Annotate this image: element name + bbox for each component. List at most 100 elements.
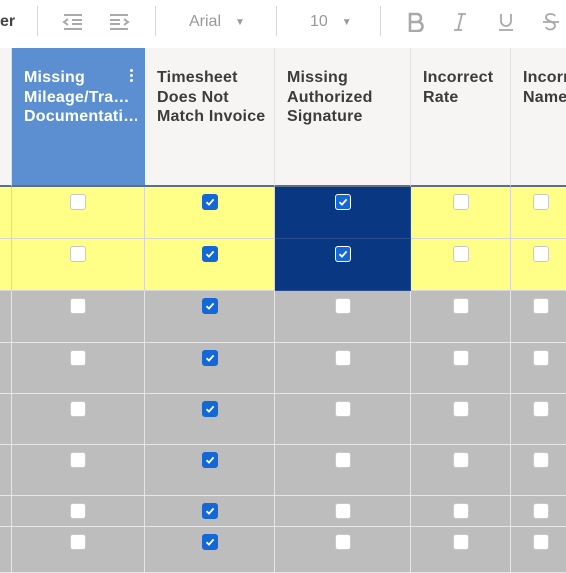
outdent-icon (62, 13, 84, 31)
checkbox[interactable] (532, 503, 549, 519)
grid-cell[interactable] (12, 496, 145, 527)
checkbox[interactable] (70, 246, 86, 262)
checkbox-checked[interactable] (201, 350, 218, 366)
checkbox[interactable] (334, 452, 351, 468)
grid-cell[interactable] (511, 187, 566, 239)
grid-cell[interactable] (511, 445, 566, 496)
strikethrough-button[interactable] (541, 0, 561, 44)
grid-cell[interactable] (275, 187, 411, 239)
outdent-button[interactable] (62, 0, 84, 44)
checkbox[interactable] (70, 401, 86, 417)
checkbox[interactable] (334, 298, 351, 314)
grid-cell[interactable] (145, 291, 275, 343)
checkbox[interactable] (532, 246, 549, 262)
font-family-select[interactable]: Arial ▼ (189, 0, 245, 44)
grid-cell[interactable] (411, 343, 511, 394)
italic-button[interactable] (452, 0, 468, 44)
checkbox[interactable] (70, 350, 86, 366)
grid-cell[interactable] (511, 291, 566, 343)
checkbox[interactable] (70, 298, 86, 314)
checkbox[interactable] (334, 401, 351, 417)
toolbar-divider (380, 6, 381, 36)
chevron-down-icon: ▼ (341, 16, 352, 28)
grid-cell[interactable] (12, 445, 145, 496)
checkbox[interactable] (532, 298, 549, 314)
grid-cell[interactable] (411, 187, 511, 239)
checkbox[interactable] (334, 350, 351, 366)
column-header[interactable]: Incorrect Rate (411, 48, 511, 187)
chevron-down-icon: ▼ (235, 16, 245, 28)
checkbox-checked[interactable] (201, 534, 218, 550)
grid-cell[interactable] (511, 239, 566, 291)
grid-cell[interactable] (411, 496, 511, 527)
checkbox[interactable] (334, 503, 351, 519)
grid-cell[interactable] (411, 291, 511, 343)
grid-cell[interactable] (145, 187, 275, 239)
toolbar-partial-control[interactable]: er (0, 0, 15, 44)
checkbox-checked[interactable] (334, 194, 351, 210)
column-header[interactable]: Missing Authorized Signature (275, 48, 411, 187)
checkbox[interactable] (334, 534, 351, 550)
grid-cell[interactable] (145, 527, 275, 573)
grid-cell[interactable] (145, 343, 275, 394)
checkbox-checked[interactable] (201, 503, 218, 519)
checkbox-checked[interactable] (201, 246, 218, 262)
checkbox-checked[interactable] (201, 194, 218, 210)
grid-cell[interactable] (275, 239, 411, 291)
font-size-select[interactable]: 10 ▼ (310, 0, 352, 44)
checkbox[interactable] (452, 246, 469, 262)
checkbox-checked[interactable] (334, 246, 351, 262)
grid-cell[interactable] (411, 239, 511, 291)
checkbox[interactable] (532, 350, 549, 366)
checkbox[interactable] (532, 452, 549, 468)
checkbox[interactable] (452, 452, 469, 468)
checkbox-checked[interactable] (201, 401, 218, 417)
grid-cell[interactable] (145, 239, 275, 291)
grid-cell[interactable] (12, 291, 145, 343)
grid-cell[interactable] (145, 394, 275, 445)
grid-cell[interactable] (275, 527, 411, 573)
font-size-value: 10 (310, 13, 328, 30)
underline-button[interactable] (497, 0, 515, 44)
column-header[interactable]: Timesheet Does Not Match Invoice (145, 48, 275, 187)
grid-cell[interactable] (411, 445, 511, 496)
checkbox[interactable] (70, 452, 86, 468)
grid-cell[interactable] (12, 527, 145, 573)
grid-cell[interactable] (411, 394, 511, 445)
grid-cell[interactable] (12, 187, 145, 239)
column-header[interactable]: Incorr Name (511, 48, 566, 187)
grid-cell[interactable] (411, 527, 511, 573)
grid-cell[interactable] (12, 343, 145, 394)
checkbox[interactable] (452, 401, 469, 417)
grid-cell[interactable] (145, 445, 275, 496)
checkbox-checked[interactable] (201, 298, 218, 314)
column-menu-icon[interactable] (130, 69, 134, 84)
grid-cell[interactable] (511, 394, 566, 445)
checkbox[interactable] (452, 534, 469, 550)
checkbox[interactable] (452, 350, 469, 366)
checkbox[interactable] (452, 503, 469, 519)
grid-cell[interactable] (275, 343, 411, 394)
grid-cell[interactable] (511, 527, 566, 573)
grid-cell[interactable] (275, 291, 411, 343)
checkbox[interactable] (452, 298, 469, 314)
grid-cell[interactable] (511, 343, 566, 394)
column-header[interactable]: Missing Mileage/Tra… Documentati… (12, 48, 145, 187)
checkbox[interactable] (452, 194, 469, 210)
checkbox[interactable] (532, 194, 549, 210)
checkbox[interactable] (70, 194, 86, 210)
checkbox[interactable] (532, 401, 549, 417)
bold-button[interactable] (407, 0, 425, 44)
checkbox[interactable] (70, 503, 86, 519)
grid-cell[interactable] (12, 239, 145, 291)
grid-cell[interactable] (12, 394, 145, 445)
checkbox-checked[interactable] (201, 452, 218, 468)
grid-cell[interactable] (275, 394, 411, 445)
indent-button[interactable] (108, 0, 130, 44)
grid-cell[interactable] (275, 445, 411, 496)
checkbox[interactable] (532, 534, 549, 550)
grid-cell[interactable] (145, 496, 275, 527)
grid-cell[interactable] (511, 496, 566, 527)
checkbox[interactable] (70, 534, 86, 550)
grid-cell[interactable] (275, 496, 411, 527)
